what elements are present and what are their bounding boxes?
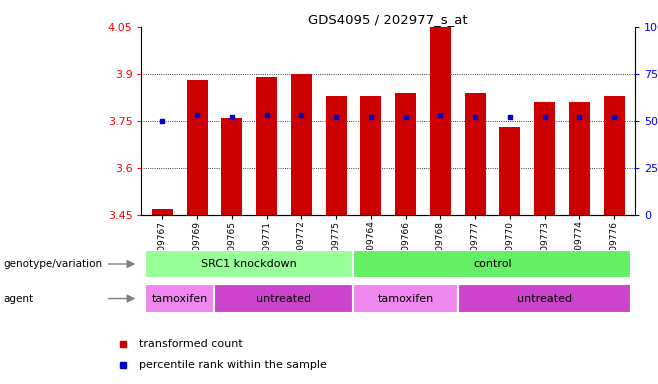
Bar: [145, 284, 215, 313]
Bar: [152, 209, 173, 215]
Bar: [145, 250, 353, 278]
Bar: [534, 102, 555, 215]
Title: GDS4095 / 202977_s_at: GDS4095 / 202977_s_at: [309, 13, 468, 26]
Text: untreated: untreated: [517, 293, 572, 304]
Bar: [215, 284, 353, 313]
Bar: [465, 93, 486, 215]
Bar: [187, 80, 207, 215]
Bar: [569, 102, 590, 215]
Bar: [361, 96, 381, 215]
Bar: [430, 27, 451, 215]
Text: tamoxifen: tamoxifen: [378, 293, 434, 304]
Bar: [458, 284, 632, 313]
Bar: [353, 284, 458, 313]
Text: agent: agent: [3, 293, 34, 304]
Text: genotype/variation: genotype/variation: [3, 259, 103, 269]
Bar: [326, 96, 347, 215]
Text: control: control: [473, 259, 512, 269]
Text: SRC1 knockdown: SRC1 knockdown: [201, 259, 297, 269]
Bar: [353, 250, 632, 278]
Text: transformed count: transformed count: [139, 339, 243, 349]
Text: percentile rank within the sample: percentile rank within the sample: [139, 360, 327, 370]
Text: tamoxifen: tamoxifen: [151, 293, 208, 304]
Bar: [221, 118, 242, 215]
Bar: [291, 74, 312, 215]
Bar: [256, 77, 277, 215]
Bar: [603, 96, 624, 215]
Bar: [499, 127, 520, 215]
Bar: [395, 93, 416, 215]
Text: untreated: untreated: [257, 293, 311, 304]
